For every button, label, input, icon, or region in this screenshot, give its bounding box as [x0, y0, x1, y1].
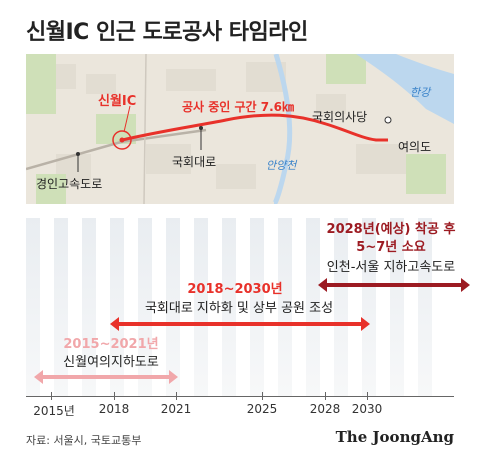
- gukhoe-daero-label: 국회대로: [172, 155, 217, 169]
- stripe: [334, 218, 348, 396]
- stripe: [250, 218, 264, 396]
- map-graphic: [26, 54, 454, 204]
- phase2-desc: 국회대로 지하화 및 상부 공원 조성: [144, 301, 334, 316]
- tick: [325, 392, 326, 400]
- arrow-right-icon: [461, 278, 470, 292]
- tick-label-2015: 2015년: [33, 404, 75, 418]
- phase3-desc: 인천-서울 지하고속도로: [326, 260, 456, 275]
- phase3-bar: [318, 278, 470, 292]
- gyeongin-expressway-label: 경인고속도로: [36, 177, 103, 191]
- sinwol-ic-label: 신월IC: [98, 94, 137, 109]
- stripe: [54, 218, 68, 396]
- arrow-right-icon: [361, 317, 370, 331]
- arrow-left-icon: [34, 370, 43, 384]
- tick: [262, 392, 263, 400]
- page-title: 신월IC 인근 도로공사 타임라인: [26, 20, 308, 45]
- tick: [176, 392, 177, 400]
- tick-label-2028: 2028: [309, 402, 341, 416]
- phase2-bar: [110, 317, 370, 331]
- national-assembly-label: 국회의사당: [312, 110, 368, 124]
- stripe: [138, 218, 152, 396]
- tick-label-2030: 2030: [351, 402, 383, 416]
- tick: [367, 392, 368, 400]
- stripe: [110, 218, 124, 396]
- tick-label-2021: 2021: [160, 402, 192, 416]
- anyangcheon-label: 안양천: [266, 159, 297, 172]
- arrow-left-icon: [318, 278, 327, 292]
- stripe: [166, 218, 180, 396]
- stripe: [362, 218, 376, 396]
- stripe: [390, 218, 404, 396]
- stripe: [278, 218, 292, 396]
- brand-logo: The JoongAng: [335, 428, 454, 446]
- tick: [51, 392, 52, 400]
- yeouido-label: 여의도: [398, 140, 432, 154]
- map: 신월IC 공사 중인 구간 7.6㎞ 국회대로 경인고속도로 안양천 한강 국회…: [26, 54, 454, 204]
- phase3-years-line2: 5~7년 소요: [356, 240, 426, 255]
- tick: [114, 392, 115, 400]
- stripe: [194, 218, 208, 396]
- phase1-desc: 신월여의지하도로: [63, 355, 159, 370]
- timeline-background: [26, 218, 454, 396]
- arrow-right-icon: [169, 370, 178, 384]
- stripe: [26, 218, 40, 396]
- phase2-years: 2018~2030년: [187, 282, 283, 297]
- phase1-years: 2015~2021년: [63, 337, 159, 352]
- hangang-label: 한강: [410, 86, 431, 99]
- stripe: [418, 218, 432, 396]
- arrow-left-icon: [110, 317, 119, 331]
- construction-section-label: 공사 중인 구간 7.6㎞: [182, 100, 295, 114]
- tick-label-2018: 2018: [98, 402, 130, 416]
- stripe: [222, 218, 236, 396]
- stripe: [306, 218, 320, 396]
- source-note: 자료: 서울시, 국토교통부: [26, 434, 142, 447]
- stripe: [82, 218, 96, 396]
- timeline-axis: [26, 396, 454, 397]
- tick-label-2025: 2025: [246, 402, 278, 416]
- phase1-bar: [34, 370, 178, 384]
- phase3-years-line1: 2028년(예상) 착공 후: [326, 222, 456, 237]
